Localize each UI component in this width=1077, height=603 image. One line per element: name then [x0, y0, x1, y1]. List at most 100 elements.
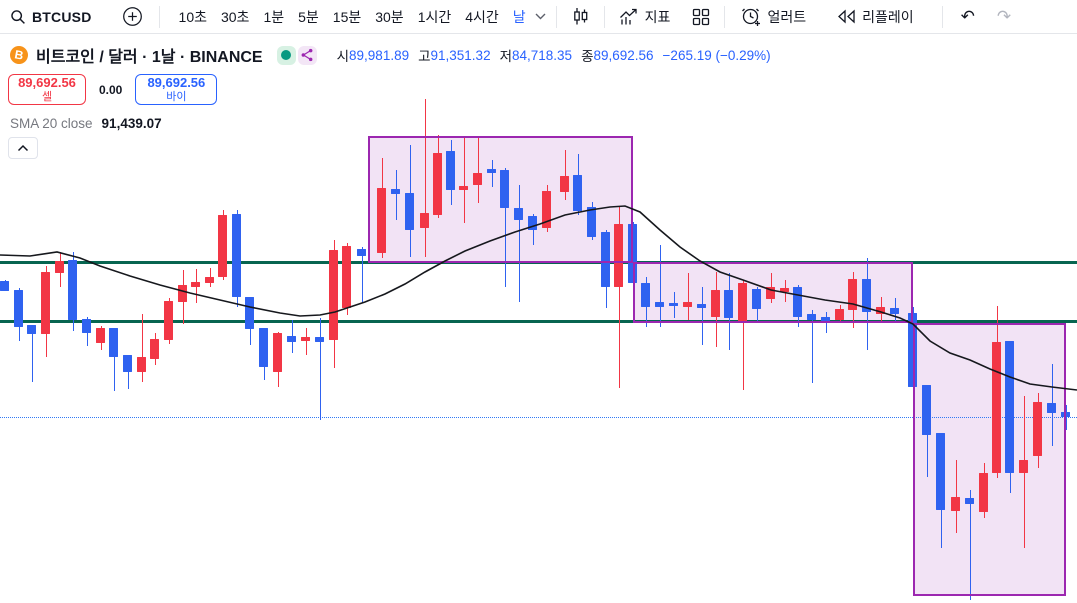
candle-body: [150, 339, 159, 359]
redo-button[interactable]: ↷: [991, 4, 1017, 29]
candle-body: [433, 153, 442, 215]
collapse-legend-button[interactable]: [8, 137, 38, 159]
candlestick-chart-icon: [573, 8, 588, 25]
compare-add-button[interactable]: [116, 2, 149, 31]
interval-tab-10초[interactable]: 10초: [172, 3, 214, 31]
toolbar-separator: [603, 5, 605, 28]
undo-icon: ↶: [960, 7, 975, 26]
market-open-indicator[interactable]: [276, 45, 296, 65]
candle-body: [487, 169, 496, 173]
sell-button[interactable]: 89,692.56 셀: [8, 74, 86, 105]
candle-body: [391, 189, 400, 194]
candle-wick: [463, 138, 465, 223]
candle-body: [446, 151, 455, 190]
sell-label: 셀: [41, 90, 53, 103]
candle-body: [137, 357, 146, 372]
candle-wick: [319, 318, 321, 420]
candle-body: [500, 170, 509, 208]
candle-body: [342, 246, 351, 308]
indicator-name: SMA 20 close: [10, 116, 93, 131]
indicators-button[interactable]: 지표: [613, 3, 677, 31]
candle-wick: [969, 490, 971, 600]
candle-body: [473, 173, 482, 185]
candle-body: [329, 250, 338, 340]
candle-body: [459, 186, 468, 190]
chart-style-button[interactable]: [565, 3, 596, 30]
highlight-box-border-2: [633, 262, 913, 323]
candle-body: [245, 297, 254, 329]
grid-layout-icon: [693, 8, 710, 25]
buy-button[interactable]: 89,692.56 바이: [135, 74, 218, 105]
interval-tab-4시간[interactable]: 4시간: [458, 3, 506, 31]
candle-body: [936, 433, 945, 510]
replay-button[interactable]: 리플레이: [830, 3, 920, 31]
ohlc-label: 저: [499, 49, 512, 64]
candle-wick: [1065, 405, 1067, 430]
interval-tab-날[interactable]: 날: [506, 3, 533, 31]
ohlc-value: 89,981.89: [349, 47, 410, 63]
candle-body: [123, 355, 132, 372]
candle-body: [14, 290, 23, 327]
ohlc-label: 고: [418, 49, 431, 64]
candle-body: [55, 261, 64, 273]
candle-wick: [424, 99, 426, 257]
top-toolbar: BTCUSD 10초 30초 1분 5분 15분 30분 1시간 4시간 날 지표 얼러트 리: [0, 0, 1077, 34]
candle-body: [205, 277, 214, 283]
candle-body: [164, 301, 173, 340]
candle-body: [259, 328, 268, 367]
layout-grid-button[interactable]: [686, 4, 716, 30]
candle-body: [41, 272, 50, 334]
redo-icon: ↷: [996, 7, 1012, 26]
interval-tab-30분[interactable]: 30분: [368, 3, 410, 31]
undo-button[interactable]: ↶: [955, 4, 981, 29]
indicator-legend[interactable]: SMA 20 close 91,439.07: [10, 116, 162, 131]
highlight-box-border-1: [368, 136, 633, 263]
candle-body: [0, 281, 9, 291]
candle-body: [96, 328, 105, 343]
interval-tab-15분[interactable]: 15분: [326, 3, 368, 31]
candle-wick: [305, 328, 307, 355]
interval-menu-button[interactable]: [533, 9, 548, 24]
candle-body: [965, 498, 974, 504]
ohlc-value: 84,718.35: [512, 47, 573, 63]
candle-body: [273, 333, 282, 372]
symbol-title[interactable]: 비트코인 / 달러 · 1날 · BINANCE: [36, 49, 263, 66]
replay-rewind-icon: [838, 9, 855, 24]
candle-body: [992, 342, 1001, 473]
candle-body: [315, 337, 324, 342]
interval-tab-30초[interactable]: 30초: [214, 3, 256, 31]
interval-tab-1분[interactable]: 1분: [256, 3, 291, 31]
search-icon: [11, 9, 25, 24]
alarm-clock-icon: [742, 8, 761, 26]
toolbar-separator: [555, 5, 557, 28]
buy-price: 89,692.56: [147, 75, 206, 91]
chevron-down-icon: [535, 13, 546, 20]
candle-body: [951, 497, 960, 511]
bitcoin-icon: B: [8, 44, 30, 66]
candle-wick: [477, 138, 479, 203]
candle-body: [178, 285, 187, 302]
trade-widget: 89,692.56 셀 0.00 89,692.56 바이: [8, 74, 218, 105]
interval-tab-1시간[interactable]: 1시간: [411, 3, 459, 31]
sentiment-share-button[interactable]: [297, 45, 317, 65]
indicator-value: 91,439.07: [101, 116, 162, 131]
candle-body: [232, 214, 241, 297]
candle-body: [357, 249, 366, 256]
candle-body: [301, 337, 310, 341]
candle-wick: [955, 460, 957, 533]
candle-body: [287, 336, 296, 342]
sell-price: 89,692.56: [18, 75, 76, 91]
candle-body: [979, 473, 988, 512]
chevron-up-icon: [17, 144, 29, 152]
market-status-dot: [281, 50, 292, 60]
toolbar-separator: [158, 5, 160, 28]
symbol-search-label: BTCUSD: [32, 8, 92, 25]
candle-body: [82, 319, 91, 333]
candle-body: [1033, 402, 1042, 456]
symbol-legend-row: B 비트코인 / 달러 · 1날 · BINANCE 시 89,981.89 고 91…: [8, 44, 771, 66]
interval-tab-5분[interactable]: 5분: [291, 3, 326, 31]
candle-body: [27, 325, 36, 334]
symbol-search-button[interactable]: BTCUSD: [4, 5, 98, 29]
alert-button[interactable]: 얼러트: [735, 3, 812, 31]
